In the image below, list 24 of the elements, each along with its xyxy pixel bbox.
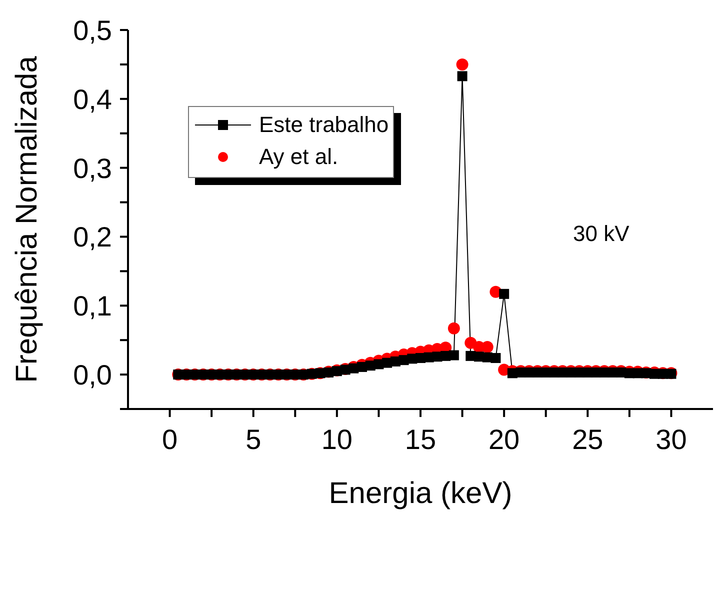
annotation: 30 kV (573, 221, 630, 247)
point (456, 58, 468, 70)
legend-label: Este trabalho (259, 111, 389, 139)
point (490, 353, 501, 364)
x-tick-label: 20 (488, 424, 520, 455)
x-tick-label: 0 (162, 424, 178, 455)
y-tick-label: 0,2 (73, 222, 112, 253)
point (448, 350, 459, 360)
x-axis-title: Energia (keV) (328, 477, 512, 510)
y-tick-label: 0,5 (73, 15, 112, 46)
point (499, 288, 510, 299)
y-tick-label: 0,4 (73, 84, 112, 115)
point (448, 322, 460, 334)
x-tick-label: 5 (246, 424, 262, 455)
x-tick-label: 10 (321, 424, 353, 455)
x-tick-label: 30 (656, 424, 687, 455)
point (457, 71, 468, 82)
y-tick-label: 0,0 (73, 360, 112, 391)
x-tick-label: 15 (404, 424, 436, 455)
y-axis-title: Frequência Normalizada (10, 56, 44, 383)
legend-label: Ay et al. (259, 143, 338, 171)
x-tick-label: 25 (572, 424, 604, 455)
y-tick-label: 0,1 (73, 290, 112, 322)
y-tick-label: 0,3 (73, 152, 112, 184)
